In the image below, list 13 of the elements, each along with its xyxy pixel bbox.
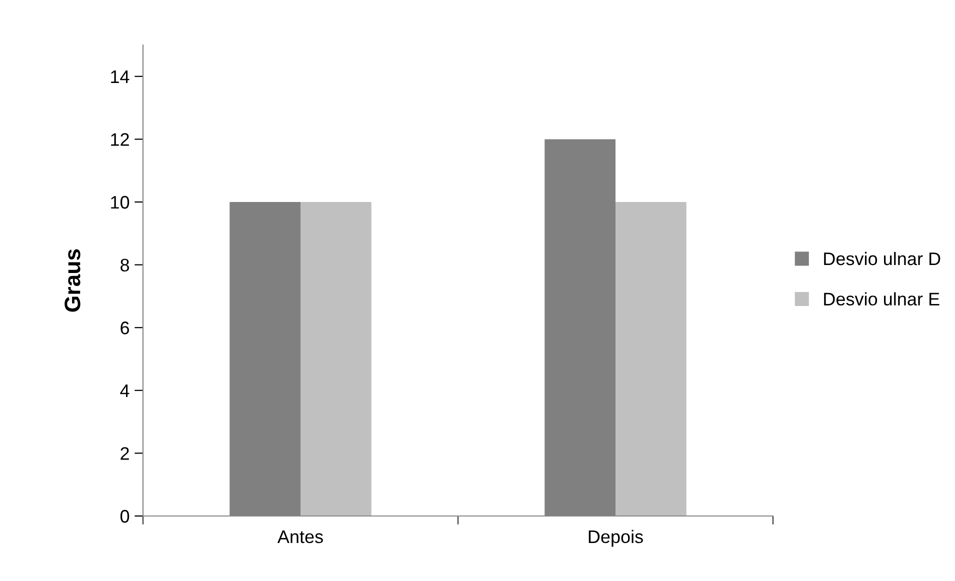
y-tick-label: 12	[111, 133, 129, 146]
y-tick-label: 6	[120, 322, 130, 334]
y-tick-label: 8	[120, 258, 130, 272]
x-tick-label: Antes	[277, 530, 323, 544]
y-tick-label: 14	[111, 70, 130, 83]
y-axis-title: Graus	[64, 249, 80, 312]
y-tick-label: 10	[111, 196, 130, 209]
y-tick-label: 2	[120, 447, 129, 460]
y-tick-label: 4	[120, 384, 130, 397]
legend-label: Desvio ulnar D	[824, 252, 940, 266]
x-tick-label: Depois	[588, 530, 643, 547]
y-tick-label: 0	[120, 510, 130, 523]
legend-label: Desvio ulnar E	[824, 292, 940, 306]
